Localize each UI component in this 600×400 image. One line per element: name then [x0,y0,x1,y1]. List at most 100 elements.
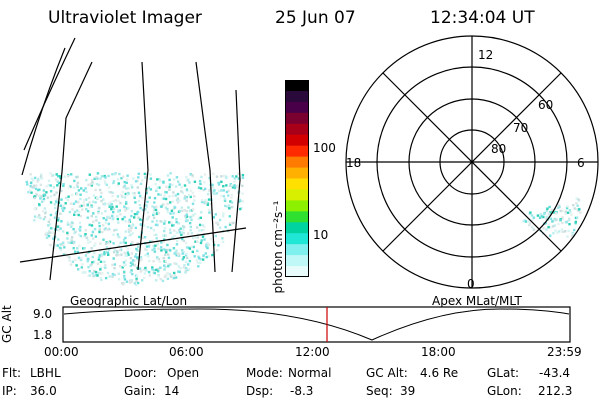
emission-dot [127,253,130,256]
emission-dot [79,234,82,238]
emission-dot [123,207,126,210]
emission-dot [184,271,187,274]
emission-dot [181,258,185,261]
emission-dot [549,217,553,220]
emission-dot [98,230,101,234]
emission-dot [155,268,158,272]
emission-dot [233,184,236,187]
emission-dot [107,248,111,251]
orbit-altitude-curve [63,308,570,341]
emission-dot [219,189,223,192]
emission-dot [139,223,143,226]
emission-dot [79,193,82,196]
emission-dot [163,238,166,241]
emission-dot [86,210,90,213]
emission-dot [124,236,127,240]
emission-dot [39,183,42,186]
emission-dot [569,211,572,214]
emission-dot [159,277,162,281]
emission-dot [130,280,133,283]
emission-dot [121,175,125,178]
emission-dot [187,194,191,197]
emission-dot [153,201,156,204]
emission-dot [135,247,138,251]
emission-dot [545,228,548,231]
emission-dot [78,228,81,231]
emission-dot [91,179,94,182]
emission-dot [35,193,38,196]
emission-dot [131,232,134,235]
emission-dot [104,181,107,185]
emission-dot [43,215,47,219]
emission-dot [547,223,550,226]
emission-dot [123,196,127,199]
emission-dot [117,278,121,281]
emission-dot [138,267,142,270]
emission-dot [63,207,66,210]
emission-dot [49,201,53,204]
emission-dot [557,206,560,209]
emission-dot [182,256,185,259]
emission-dot [78,210,81,213]
emission-dot [76,247,79,250]
emission-dot [172,224,175,227]
emission-dot [99,242,102,245]
emission-dot [141,179,144,182]
emission-dot [66,231,69,235]
emission-dot [142,268,146,271]
emission-dot [173,234,176,238]
emission-dot [87,196,91,200]
emission-dot [68,256,71,259]
emission-dot [185,256,189,260]
emission-dot [141,219,144,222]
emission-dot [99,260,103,263]
emission-dot [190,232,194,235]
emission-dot [117,199,120,203]
emission-dot [83,198,86,202]
emission-dot [122,261,126,264]
emission-dot [181,237,184,241]
emission-dot [189,189,193,192]
emission-dot [123,270,126,274]
emission-dot [66,198,70,202]
emission-dot [111,173,114,176]
emission-dot [98,188,102,192]
emission-dot [137,191,141,194]
emission-dot [547,212,551,215]
emission-dot [103,253,106,256]
emission-dot [538,216,542,219]
emission-dot [540,215,544,218]
emission-dot [156,244,159,247]
emission-dot [153,247,156,250]
emission-dot [217,221,220,224]
emission-dot [60,198,63,201]
emission-dot [114,172,117,175]
emission-dot [107,241,110,244]
emission-dot [566,205,569,208]
emission-dot [118,249,122,252]
emission-dot [185,268,188,271]
emission-dot [222,195,226,198]
emission-dot [157,247,160,250]
emission-dot [191,208,195,211]
emission-dot [159,193,162,196]
emission-dot [154,223,158,227]
emission-dot [30,177,33,180]
emission-dot [55,173,58,176]
emission-dot [218,218,222,222]
emission-dot [39,216,42,220]
emission-dot [163,268,166,271]
emission-dot [185,210,188,213]
emission-dot [156,241,159,244]
emission-dot [42,194,45,197]
emission-dot [62,253,65,256]
emission-dot [132,177,135,180]
emission-dot [564,230,567,233]
emission-dot [145,205,148,208]
emission-dot [135,274,139,278]
emission-dot [100,253,103,256]
emission-dot [145,248,148,252]
emission-dot [531,225,534,228]
info-glon-key: GLon: [487,384,522,398]
emission-dot [79,197,82,201]
